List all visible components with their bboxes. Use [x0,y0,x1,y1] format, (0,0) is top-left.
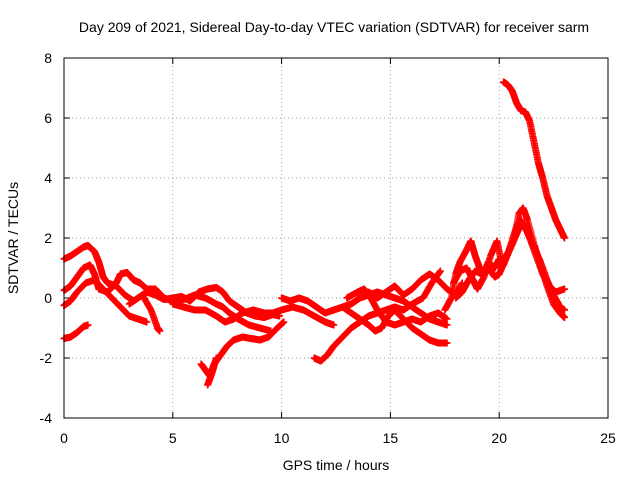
data-series-arc-9 [278,288,451,329]
x-tick-label: 15 [383,430,399,446]
data-series-arc-6 [197,318,288,380]
data-series-arc-16 [452,219,568,302]
x-tick-label: 5 [169,430,177,446]
data-point [156,327,164,335]
data-point [561,234,568,242]
data-point [443,315,451,323]
data-series-arc-2 [60,261,275,335]
y-tick-label: 4 [44,170,52,186]
y-axis-label: SDTVAR / TECUs [5,182,21,294]
plot-border [63,57,609,419]
data-series-arc-7 [204,354,220,389]
x-axis-label: GPS time / hours [283,457,390,473]
y-tick-label: 8 [44,50,52,66]
data-point [212,354,220,362]
y-tick-label: -4 [40,410,53,426]
data-point [84,321,92,329]
data-series-arc-8 [169,300,338,329]
x-tick-label: 10 [274,430,290,446]
data-point [443,339,451,347]
y-tick-label: -2 [40,350,53,366]
data-point [561,285,568,293]
data-point [436,267,444,275]
x-tick-label: 25 [600,430,616,446]
x-tick-label: 0 [60,430,68,446]
data-point [143,318,151,326]
data-points [60,78,568,389]
y-tick-label: 6 [44,110,52,126]
data-point [561,306,568,314]
y-tick-label: 2 [44,230,52,246]
data-series-arc-12 [343,285,451,329]
data-point [280,318,288,326]
data-point [443,321,451,329]
chart-title: Day 209 of 2021, Sidereal Day-to-day VTE… [79,19,589,35]
data-series-arc-10 [310,267,444,365]
grid [64,58,608,418]
data-series-arc-17 [500,78,568,242]
data-series-arc-3 [60,276,151,326]
data-series-arc-11 [339,303,451,347]
data-point [330,321,338,329]
x-tick-label: 20 [491,430,507,446]
data-point [561,314,568,321]
y-tick-label: 0 [44,290,52,306]
